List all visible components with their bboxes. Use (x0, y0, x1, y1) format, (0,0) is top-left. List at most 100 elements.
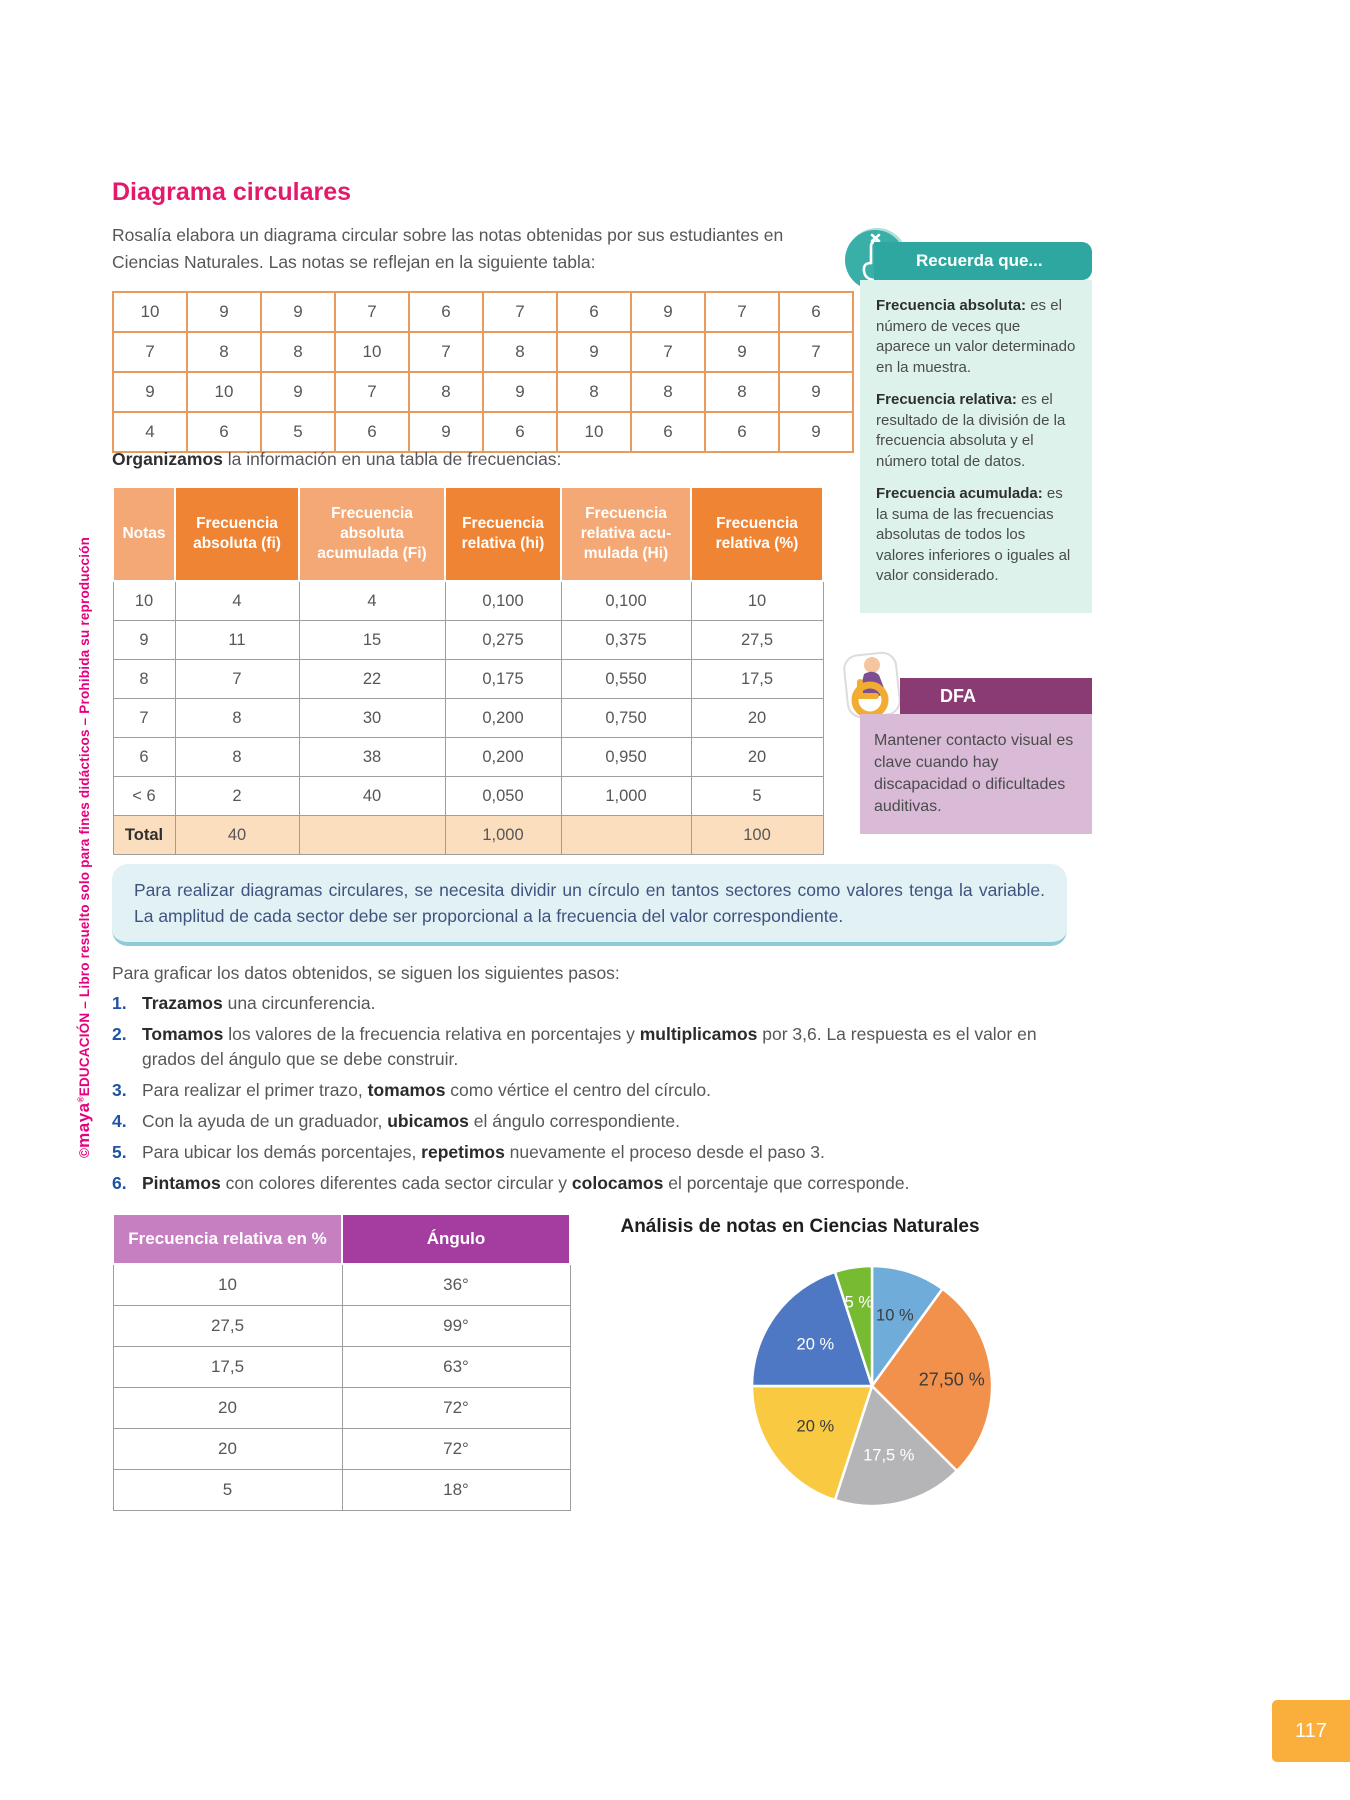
grade-cell: 10 (556, 411, 632, 453)
table-row: 20 72° (112, 1428, 571, 1470)
freq-cell: 5 (690, 776, 824, 816)
freq-header-cell: Notas (112, 486, 176, 582)
freq-total-cell: 40 (174, 815, 300, 855)
grade-cell: 9 (556, 331, 632, 373)
pie-slice (833, 1264, 874, 1388)
step-item: 5. Para ubicar los demás porcentajes, rep… (112, 1140, 1072, 1165)
pie-slice (750, 1270, 874, 1388)
brand-org-text: EDUCACIÓN (77, 1012, 92, 1097)
step-text: Con la ayuda de un graduador, ubicamos e… (142, 1111, 681, 1131)
grade-cell: 4 (112, 411, 188, 453)
freq-cell: 40 (298, 776, 446, 816)
grade-cell: 9 (630, 291, 706, 333)
recuerda-paragraph: Frecuencia absoluta: es el número de vec… (876, 297, 1076, 376)
freq-cell: 8 (174, 737, 300, 777)
grade-cell: 6 (630, 411, 706, 453)
freq-total-cell (560, 815, 692, 855)
step-item: 1. Trazamos una circunferencia. (112, 991, 1072, 1016)
grade-cell: 6 (556, 291, 632, 333)
freq-cell: 20 (690, 737, 824, 777)
table-row: 20 72° (112, 1387, 571, 1429)
freq-cell: 0,100 (560, 580, 692, 621)
freq-total-cell: 1,000 (444, 815, 562, 855)
freq-header-cell: Frecuencia absoluta acumulada (Fi) (298, 486, 446, 582)
frequency-table: Notas Frecuencia absoluta (fi) Frecuencia … (112, 486, 824, 855)
grade-cell: 10 (334, 331, 410, 373)
edition-vertical-text: ©maya®EDUCACIÓN – Libro resuelto solo pa… (74, 537, 94, 1158)
organize-rest: la información en una tabla de frecuenci… (222, 449, 562, 469)
step-item: 4. Con la ayuda de un graduador, ubicamos… (112, 1109, 1072, 1134)
pie-chart-callout: Para realizar diagramas circulares, se n… (112, 864, 1067, 946)
recuerda-paragraph: Frecuencia relativa: es el resultado de … (876, 391, 1066, 470)
freq-cell: 0,100 (444, 580, 562, 621)
angle-table-header-freq: Frecuencia relativa en % (112, 1213, 343, 1265)
grade-cell: 6 (482, 411, 558, 453)
page-title: Diagrama circulares (112, 178, 352, 206)
freq-cell: < 6 (112, 776, 176, 816)
table-row: 10 36° (112, 1263, 571, 1306)
grade-cell: 9 (704, 331, 780, 373)
freq-cell: 1,000 (560, 776, 692, 816)
table-row: 8 7 22 0,175 0,550 17,5 (112, 659, 824, 699)
pie-slice-label: 10 % (876, 1306, 914, 1325)
dfa-box-body: Mantener contacto visual es clave cuando… (860, 714, 1092, 834)
freq-cell: 15 (298, 620, 446, 660)
grade-cell: 8 (408, 371, 484, 413)
freq-cell: 0,050 (444, 776, 562, 816)
freq-cell: 10 (112, 580, 176, 621)
freq-cell: 11 (174, 620, 300, 660)
freq-cell: 0,275 (444, 620, 562, 660)
angle-table: Frecuencia relativa en % Ángulo 10 36° 27,… (112, 1213, 571, 1511)
recuerda-box-body: Frecuencia absoluta: es el número de vec… (860, 280, 1092, 613)
grade-cell: 9 (778, 411, 854, 453)
step-text: Para realizar el primer trazo, tomamos c… (142, 1080, 711, 1100)
freq-cell: 0,550 (560, 659, 692, 699)
step-number: 5. (112, 1142, 127, 1162)
pie-slice-label: 20 % (796, 1335, 835, 1354)
page-number: 117 (1295, 1719, 1327, 1742)
step-text: Trazamos una circunferencia. (142, 993, 376, 1013)
page-number-tab: 117 (1272, 1700, 1350, 1762)
pie-slice-label: 27,50 % (918, 1369, 985, 1390)
table-row: 5 18° (112, 1469, 571, 1511)
angle-cell: 72° (341, 1387, 571, 1429)
grade-cell: 8 (186, 331, 262, 373)
pie-slice (870, 1264, 944, 1388)
pie-slice (833, 1384, 959, 1508)
angle-cell: 18° (341, 1469, 571, 1511)
freq-cell: 4 (174, 580, 300, 621)
grade-cell: 6 (778, 291, 854, 333)
freq-cell: 6 (112, 737, 176, 777)
grade-cell: 9 (482, 371, 558, 413)
pie-chart: 10 % 27,50 % 17,5 % 20 % 20 % 5 % (742, 1256, 1002, 1516)
grade-cell: 6 (704, 411, 780, 453)
dfa-title: DFA (940, 685, 976, 706)
chart-title: Análisis de notas en Ciencias Naturales (620, 1216, 980, 1237)
table-row: 9 11 15 0,275 0,375 27,5 (112, 620, 824, 660)
grade-cell: 8 (260, 331, 336, 373)
pie-slice (750, 1384, 874, 1502)
table-row: 7 8 30 0,200 0,750 20 (112, 698, 824, 738)
freq-cell: 0,750 (560, 698, 692, 738)
angle-cell: 27,5 (112, 1305, 343, 1347)
freq-cell: 20 (690, 698, 824, 738)
freq-cell: 22 (298, 659, 446, 699)
pie-chart-svg (750, 1264, 994, 1508)
recuerda-title: Recuerda que... (916, 251, 1043, 270)
step-item: 6. Pintamos con colores diferentes cada s… (112, 1171, 1072, 1196)
angle-cell: 17,5 (112, 1346, 343, 1388)
angle-cell: 36° (341, 1263, 571, 1306)
brand-logo-text: maya (74, 1102, 93, 1148)
grade-cell: 8 (704, 371, 780, 413)
grade-cell: 6 (334, 411, 410, 453)
table-row: 17,5 63° (112, 1346, 571, 1388)
step-item: 3. Para realizar el primer trazo, tomamos… (112, 1078, 1072, 1103)
freq-total-cell (298, 815, 446, 855)
table-row: 7 8 8 10 7 8 9 7 9 7 (112, 331, 854, 373)
pie-slice-label: 20 % (796, 1417, 835, 1436)
grade-cell: 6 (186, 411, 262, 453)
freq-total-cell: 100 (690, 815, 824, 855)
freq-cell: 8 (112, 659, 176, 699)
pie-slice (870, 1287, 994, 1473)
